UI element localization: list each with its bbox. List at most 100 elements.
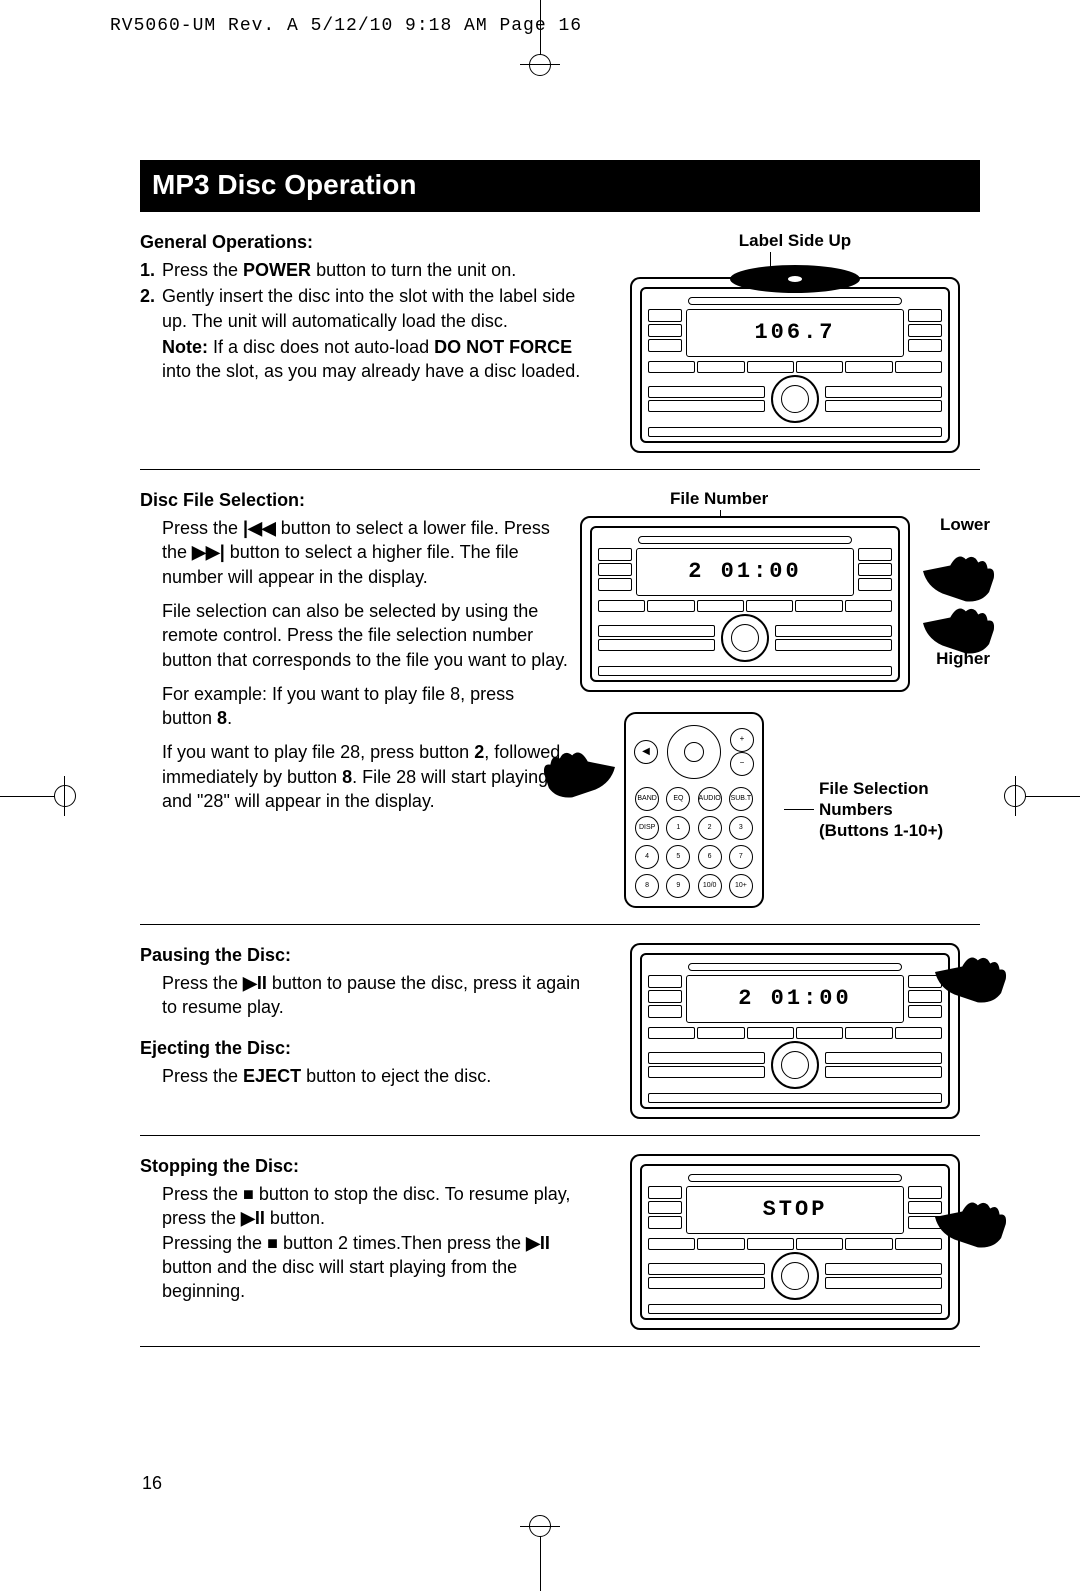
text: If you want to play file 28, press butto… [162, 742, 474, 762]
remote-dpad [667, 725, 721, 779]
hand-icon [540, 732, 620, 802]
remote-btn: − [730, 752, 754, 776]
remote-btn: 1 [666, 816, 690, 840]
remote-btn: 5 [666, 845, 690, 869]
paragraph: Press the |◀◀ button to select a lower f… [162, 516, 568, 589]
heading-general: General Operations: [140, 230, 598, 254]
playpause-icon: ▶II [243, 973, 267, 993]
screen-text: STOP [763, 1195, 828, 1225]
text: Press the [162, 518, 243, 538]
disc-slot [638, 536, 852, 544]
disc-slot [688, 297, 902, 305]
text: Press the [162, 973, 243, 993]
callout-file-number: File Number [670, 488, 768, 511]
volume-knob [771, 1041, 819, 1089]
remote-btn: EQ [666, 787, 690, 811]
text: Press the [162, 260, 243, 280]
device-illustration: 2 01:00 [580, 516, 910, 692]
text-bold: EJECT [243, 1066, 301, 1086]
remote-btn: SUB.T [729, 787, 753, 811]
bottom-strip [648, 1093, 942, 1103]
remote-btn: 10/0 [698, 874, 722, 898]
callout-text: (Buttons 1-10+) [819, 821, 943, 840]
section-stopping: Stopping the Disc: Press the ■ button to… [140, 1154, 980, 1347]
button-row [598, 600, 892, 612]
text: button 2 times.Then press the [278, 1233, 526, 1253]
list-item: 2. Gently insert the disc into the slot … [162, 284, 598, 333]
device-screen: 2 01:00 [636, 548, 854, 596]
text: Gently insert the disc into the slot wit… [162, 286, 575, 330]
crop-mark [520, 64, 560, 65]
remote-btn: ◀ [634, 740, 658, 764]
playpause-icon: ▶II [526, 1233, 550, 1253]
section-general: General Operations: 1. Press the POWER b… [140, 230, 980, 470]
list-item: 1. Press the POWER button to turn the un… [162, 258, 598, 282]
screen-text: 2 01:00 [738, 984, 851, 1014]
page-content: MP3 Disc Operation General Operations: 1… [140, 160, 980, 1491]
page-title: MP3 Disc Operation [140, 160, 980, 212]
button-group [598, 625, 715, 651]
callout-text: File Selection [819, 779, 929, 798]
button-group [825, 1263, 942, 1289]
section-pause-eject: Pausing the Disc: Press the ▶II button t… [140, 943, 980, 1136]
screen-text: 2 01:00 [688, 557, 801, 587]
heading-pausing: Pausing the Disc: [140, 943, 598, 967]
text: Press the [162, 1184, 243, 1204]
figure-label: Label Side Up [610, 230, 980, 253]
playpause-icon: ▶II [241, 1208, 265, 1228]
button-group [648, 1052, 765, 1078]
callout-lower: Lower [940, 514, 990, 537]
crop-mark [520, 1526, 560, 1527]
screen-text: 106.7 [754, 318, 835, 348]
callout-line [784, 809, 814, 810]
remote-btn: 8 [635, 874, 659, 898]
paragraph: Press the EJECT button to eject the disc… [140, 1064, 598, 1088]
paragraph: Press the ■ button to stop the disc. To … [162, 1182, 598, 1231]
crop-mark [64, 776, 65, 816]
text: button to turn the unit on. [311, 260, 516, 280]
text: button. [265, 1208, 325, 1228]
paragraph: Pressing the ■ button 2 times.Then press… [162, 1231, 598, 1304]
button-group [775, 625, 892, 651]
volume-knob [771, 1252, 819, 1300]
text: Pressing the [162, 1233, 267, 1253]
device-screen: 106.7 [686, 309, 904, 357]
side-buttons [648, 975, 682, 1023]
heading-disc-file: Disc File Selection: [140, 488, 568, 512]
side-buttons [858, 548, 892, 596]
crop-mark [529, 54, 551, 76]
side-buttons [648, 1186, 682, 1234]
text: If a disc does not auto-load [208, 337, 434, 357]
paragraph: For example: If you want to play file 8,… [162, 682, 568, 731]
heading-ejecting: Ejecting the Disc: [140, 1036, 598, 1060]
device-screen: STOP [686, 1186, 904, 1234]
remote-btn: 4 [635, 845, 659, 869]
text: . [227, 708, 232, 728]
device-illustration: 2 01:00 [630, 943, 960, 1119]
list-number: 2. [140, 284, 155, 308]
hand-icon [930, 1182, 1010, 1252]
note-text: Note: If a disc does not auto-load DO NO… [140, 335, 598, 384]
page-number: 16 [142, 1471, 162, 1495]
text-bold: Note: [162, 337, 208, 357]
text-bold: DO NOT FORCE [434, 337, 572, 357]
button-group [825, 1052, 942, 1078]
paragraph: Press the ▶II button to pause the disc, … [140, 971, 598, 1020]
hand-icon [930, 937, 1010, 1007]
prev-icon: |◀◀ [243, 518, 276, 538]
remote-btn: 10+ [729, 874, 753, 898]
side-buttons [908, 309, 942, 357]
button-group [648, 1263, 765, 1289]
side-buttons [648, 309, 682, 357]
heading-stopping: Stopping the Disc: [140, 1154, 598, 1178]
volume-knob [771, 375, 819, 423]
remote-btn: + [730, 728, 754, 752]
text-bold: 8 [217, 708, 227, 728]
paragraph: If you want to play file 28, press butto… [162, 740, 568, 813]
device-illustration: STOP [630, 1154, 960, 1330]
stop-icon: ■ [243, 1184, 254, 1204]
crop-mark [54, 785, 76, 807]
button-group [648, 386, 765, 412]
remote-btn: DISP [635, 816, 659, 840]
remote-btn: 3 [729, 816, 753, 840]
